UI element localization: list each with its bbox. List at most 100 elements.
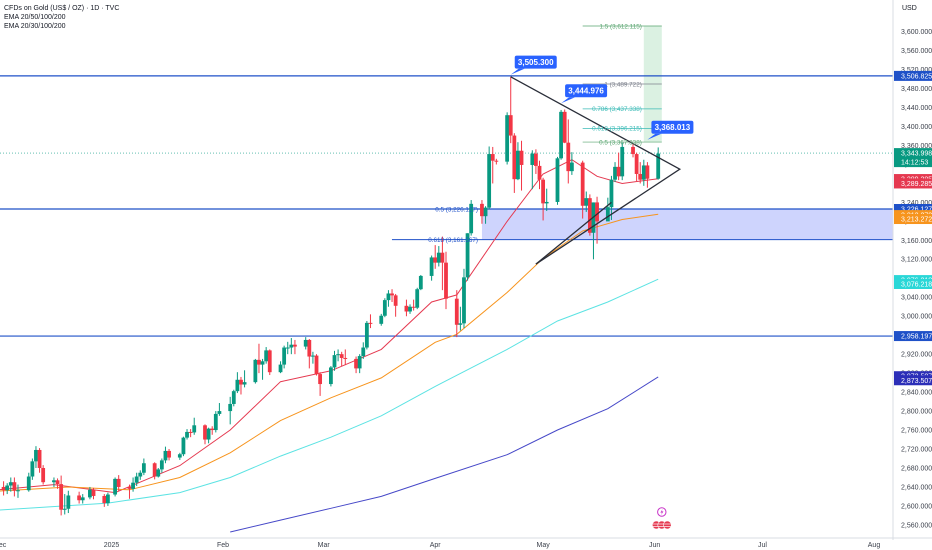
candle [508, 76, 513, 144]
price-tick-label: 2,680.000 [901, 465, 932, 472]
extension-fib-label: 0.786 (3,437.338) [592, 106, 642, 113]
callout-label: 3,505.300 [518, 58, 554, 67]
candle-body [55, 480, 60, 485]
candle-body [429, 257, 434, 276]
candle [55, 478, 60, 489]
candle [181, 436, 186, 457]
candle [458, 306, 463, 331]
candle-body [260, 361, 265, 365]
candle-body [354, 358, 358, 369]
candle-body [620, 146, 625, 177]
callout-box [514, 55, 557, 69]
candle [152, 462, 157, 480]
candle-body [631, 146, 635, 155]
candle-body [37, 449, 42, 468]
price-tick-label: 3,520.000 [901, 67, 932, 74]
level-price-tag [894, 331, 932, 342]
candle-body [318, 374, 323, 385]
candle [12, 477, 17, 497]
candle-body [569, 162, 574, 172]
candle [88, 486, 92, 500]
candle [408, 304, 412, 314]
candle-body [634, 154, 639, 174]
candle [393, 293, 398, 317]
candle [41, 465, 46, 485]
candle-body [469, 203, 474, 234]
candle-body [656, 153, 661, 179]
candle [429, 255, 434, 281]
ema-legend-2[interactable]: EMA 20/30/100/200 [4, 23, 66, 30]
candle [465, 233, 470, 281]
candle [382, 298, 387, 318]
candle [62, 494, 67, 515]
candle [289, 338, 294, 355]
candle [210, 426, 215, 435]
time-axis: Dec 2025 Feb Mar Apr May Jun Jul Aug [0, 537, 932, 549]
candle [490, 146, 495, 184]
candle [102, 494, 107, 507]
time-tick-label: Dec [0, 542, 7, 549]
price-tick-label: 3,400.000 [901, 124, 932, 131]
time-tick-label: Jul [758, 542, 767, 549]
candle-body [66, 495, 71, 509]
candle [616, 152, 621, 181]
time-tick-label: Feb [217, 542, 229, 549]
candle-body [177, 454, 182, 458]
lightning-glyph [660, 509, 664, 516]
callout-label: 3,368.013 [655, 123, 691, 132]
candle-body [113, 478, 117, 495]
price-axis: 2,560.000 2,600.000 2,640.000 2,680.000 2,72… [892, 0, 932, 540]
price-tick-label: 3,040.000 [901, 295, 932, 302]
candle [167, 449, 171, 461]
candle-body [616, 166, 621, 177]
candle [282, 345, 287, 369]
candle [206, 427, 211, 444]
time-tick-label: Mar [318, 542, 331, 549]
ema-legend-1[interactable]: EMA 20/50/100/200 [4, 14, 66, 21]
candle [242, 370, 247, 388]
candle-body [282, 347, 287, 365]
candle-body [213, 413, 218, 431]
candle-body [231, 391, 236, 404]
callout-label: 3,444.976 [568, 87, 604, 96]
chart-symbol-title: CFDs on Gold (US$ / OZ) · 1D · TVC [4, 5, 120, 12]
candle-body [537, 165, 542, 180]
zone-fib-label: 0.5 (3,226.127) [435, 207, 478, 214]
candle-body [379, 315, 384, 324]
candle [418, 274, 423, 291]
candle-body [293, 344, 297, 347]
candle-body [393, 295, 398, 306]
candle-body [433, 257, 438, 263]
candle [235, 372, 240, 394]
candle-body [328, 367, 333, 385]
fib-labels: 0.5 (3,226.127) 0.618 (3,161.567) 1.5 (3,6… [428, 23, 642, 244]
candle-body [587, 198, 592, 233]
candle-body [562, 111, 567, 143]
callout-box [651, 120, 694, 134]
candle [433, 245, 438, 269]
candle-body [508, 115, 513, 136]
price-tag [894, 375, 932, 386]
candle [267, 349, 272, 376]
candle [314, 354, 319, 376]
candle-body [584, 198, 589, 206]
candle [80, 494, 85, 504]
candle-body [645, 165, 650, 179]
horizontal-levels [0, 75, 893, 337]
candle [415, 287, 420, 310]
candle-body [519, 150, 524, 165]
candle [311, 351, 315, 364]
candle [228, 396, 233, 425]
extension-fib-label: 0.618 (3,396.215) [592, 126, 642, 133]
candle [591, 202, 596, 260]
candle [555, 156, 560, 205]
candle [177, 452, 182, 460]
price-tag [894, 148, 932, 168]
ema-line [0, 213, 659, 492]
price-callout: 3,505.300 [510, 55, 557, 75]
candle [404, 299, 409, 317]
candle [505, 112, 510, 165]
extension-fib-label: 1.5 (3,612.115) [600, 23, 642, 30]
price-tick-label: 3,480.000 [901, 86, 932, 93]
